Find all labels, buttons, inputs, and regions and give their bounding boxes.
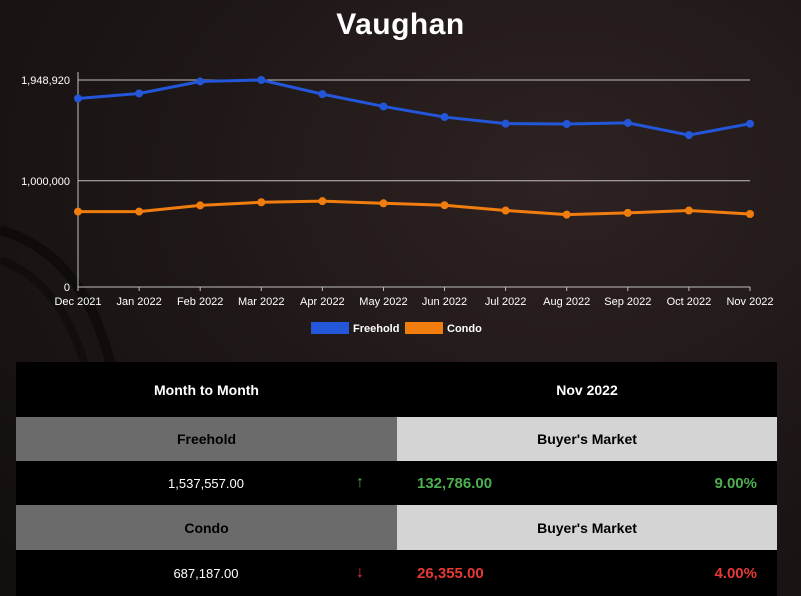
condo-point — [135, 207, 144, 216]
freehold-point — [440, 113, 449, 122]
condo-point — [257, 198, 266, 207]
freehold-value-row: 1,537,557.00 ↑ 132,786.00 9.00% — [16, 461, 777, 505]
condo-legend-label: Condo — [447, 323, 482, 335]
freehold-point — [196, 77, 205, 86]
freehold-percent: 9.00% — [714, 474, 757, 492]
freehold-point — [623, 118, 632, 127]
condo-percent: 4.00% — [714, 564, 757, 582]
line-chart: 1,948,920 1,000,000 0 Dec 2021 Jan 2022 Feb 2… — [21, 72, 773, 335]
freehold-label-row: Freehold Buyer's Market — [16, 417, 777, 461]
condo-point — [74, 207, 82, 216]
condo-point — [379, 199, 388, 208]
condo-point — [318, 197, 327, 206]
x-tick-label: Aug 2022 — [543, 296, 590, 308]
freehold-point — [501, 119, 510, 128]
freehold-value: 1,537,557.00 — [168, 475, 244, 491]
x-tick-label: Apr 2022 — [300, 296, 345, 308]
condo-point — [440, 201, 449, 210]
freehold-point — [135, 89, 144, 98]
freehold-point — [257, 76, 266, 84]
x-tick-label: Feb 2022 — [177, 296, 223, 308]
x-tick-label: Nov 2022 — [726, 296, 773, 308]
x-tick-label: Jun 2022 — [422, 296, 467, 308]
arrow-down-icon: ↓ — [356, 564, 364, 581]
condo-point — [623, 208, 632, 217]
freehold-legend-label: Freehold — [353, 323, 399, 335]
condo-point — [501, 206, 510, 215]
freehold-point — [562, 119, 571, 128]
x-tick-label: Jan 2022 — [116, 296, 161, 308]
freehold-point — [746, 119, 754, 128]
freehold-legend-swatch — [311, 322, 349, 334]
x-tick-label: May 2022 — [359, 296, 407, 308]
condo-series-line — [78, 199, 751, 217]
y-tick-label: 1,948,920 — [21, 75, 70, 87]
header-period: Nov 2022 — [556, 381, 618, 398]
freehold-series-line — [77, 78, 751, 137]
page-title: Vaughan — [336, 8, 465, 41]
x-tick-label: Mar 2022 — [238, 296, 284, 308]
stats-table: Month to Month Nov 2022 Freehold Buyer's… — [16, 362, 777, 596]
freehold-point — [74, 94, 82, 103]
x-tick-label: Jul 2022 — [485, 296, 527, 308]
x-tick-label: Oct 2022 — [667, 296, 712, 308]
condo-legend-swatch — [405, 322, 443, 334]
freehold-market: Buyer's Market — [397, 417, 777, 461]
condo-market: Buyer's Market — [397, 505, 777, 550]
freehold-label: Freehold — [16, 417, 397, 461]
condo-change: 26,355.00 — [417, 564, 484, 582]
condo-label: Condo — [16, 505, 397, 550]
y-tick-label: 0 — [64, 282, 70, 294]
arrow-up-icon: ↑ — [356, 474, 364, 491]
condo-point — [196, 201, 205, 210]
freehold-point — [684, 131, 693, 140]
y-tick-label: 1,000,000 — [21, 176, 70, 188]
x-tick-label: Sep 2022 — [604, 296, 651, 308]
condo-point — [684, 206, 693, 215]
x-tick-label: Dec 2021 — [54, 296, 101, 308]
freehold-change: 132,786.00 — [417, 474, 493, 492]
condo-point — [746, 210, 754, 219]
header-month-to-month: Month to Month — [154, 381, 259, 398]
freehold-point — [379, 102, 388, 111]
freehold-point — [318, 90, 327, 99]
condo-label-row: Condo Buyer's Market — [16, 505, 777, 550]
condo-point — [562, 210, 571, 219]
condo-value: 687,187.00 — [173, 565, 239, 581]
stats-header-row: Month to Month Nov 2022 — [16, 362, 777, 417]
condo-value-row: 687,187.00 ↓ 26,355.00 4.00% — [16, 550, 777, 596]
